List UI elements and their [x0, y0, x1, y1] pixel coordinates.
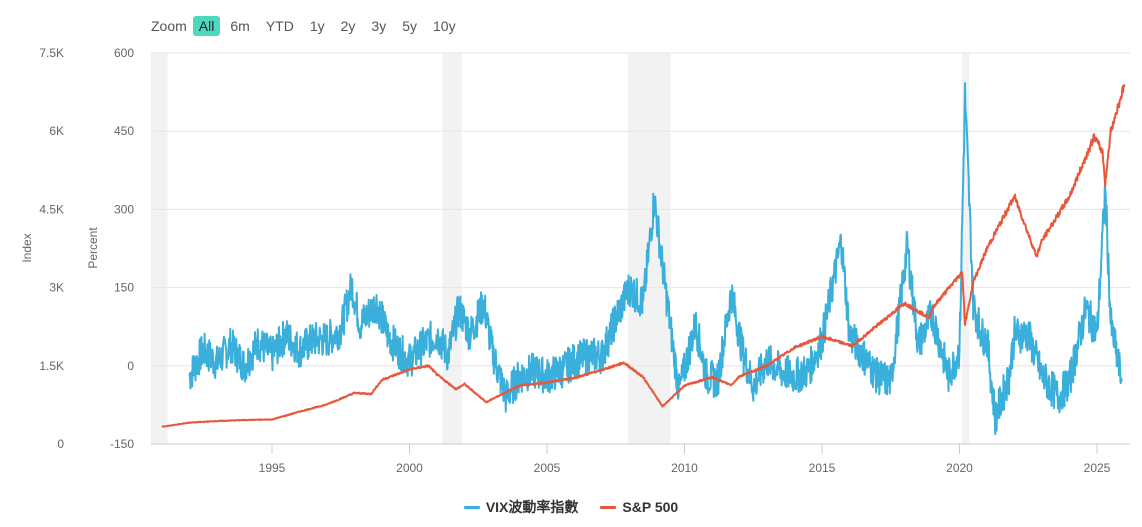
- legend: VIX波動率指數 S&P 500: [0, 497, 1142, 517]
- zoom-5y-button[interactable]: 5y: [402, 18, 417, 34]
- zoom-1y-button[interactable]: 1y: [309, 18, 325, 34]
- svg-text:0: 0: [57, 437, 64, 451]
- zoom-ytd-button[interactable]: YTD: [265, 18, 294, 34]
- sp500-line[interactable]: [161, 84, 1126, 428]
- y-axis-index-title: Index: [20, 233, 34, 262]
- svg-text:6K: 6K: [49, 124, 64, 138]
- zoom-3y-button[interactable]: 3y: [371, 18, 387, 34]
- sp500-swatch-icon: [600, 505, 617, 509]
- vix-swatch-icon: [463, 505, 480, 509]
- zoom-all-button[interactable]: All: [192, 16, 221, 36]
- svg-text:0: 0: [127, 359, 134, 373]
- svg-text:150: 150: [114, 281, 134, 295]
- legend-label-vix: VIX波動率指數: [485, 499, 579, 515]
- svg-text:2005: 2005: [534, 461, 561, 475]
- svg-text:7.5K: 7.5K: [39, 46, 64, 60]
- grid-lines: [151, 52, 1130, 445]
- svg-text:2025: 2025: [1084, 461, 1111, 475]
- zoom-10y-button[interactable]: 10y: [433, 18, 456, 34]
- y-axis-index: 0 1.5K 3K 4.5K 6K 7.5K: [39, 46, 64, 451]
- y-axis-percent: -150 0 150 300 450 600: [110, 46, 134, 451]
- svg-text:4.5K: 4.5K: [39, 202, 64, 216]
- range-selector: Zoom All 6m YTD 1y 2y 3y 5y 10y: [151, 14, 466, 38]
- vix-line[interactable]: [188, 82, 1123, 436]
- legend-item-sp500[interactable]: S&P 500: [600, 497, 678, 517]
- y-axis-percent-title: Percent: [86, 227, 100, 269]
- svg-text:1995: 1995: [259, 461, 286, 475]
- svg-text:-150: -150: [110, 437, 134, 451]
- zoom-2y-button[interactable]: 2y: [340, 18, 356, 34]
- svg-text:3K: 3K: [49, 281, 64, 295]
- series-lines: [161, 82, 1126, 436]
- recession-bands: [151, 53, 970, 444]
- svg-text:2015: 2015: [809, 461, 836, 475]
- svg-text:600: 600: [114, 46, 134, 60]
- svg-text:450: 450: [114, 124, 134, 138]
- legend-label-sp500: S&P 500: [622, 499, 679, 515]
- svg-text:2010: 2010: [671, 461, 698, 475]
- svg-text:1.5K: 1.5K: [39, 359, 64, 373]
- x-axis: 1995 2000 2005 2010 2015 2020 2025: [259, 444, 1111, 475]
- zoom-6m-button[interactable]: 6m: [230, 18, 250, 34]
- zoom-label: Zoom: [151, 18, 187, 34]
- legend-item-vix[interactable]: VIX波動率指數: [463, 497, 579, 517]
- svg-text:300: 300: [114, 202, 134, 216]
- svg-text:2000: 2000: [396, 461, 423, 475]
- svg-text:2020: 2020: [946, 461, 973, 475]
